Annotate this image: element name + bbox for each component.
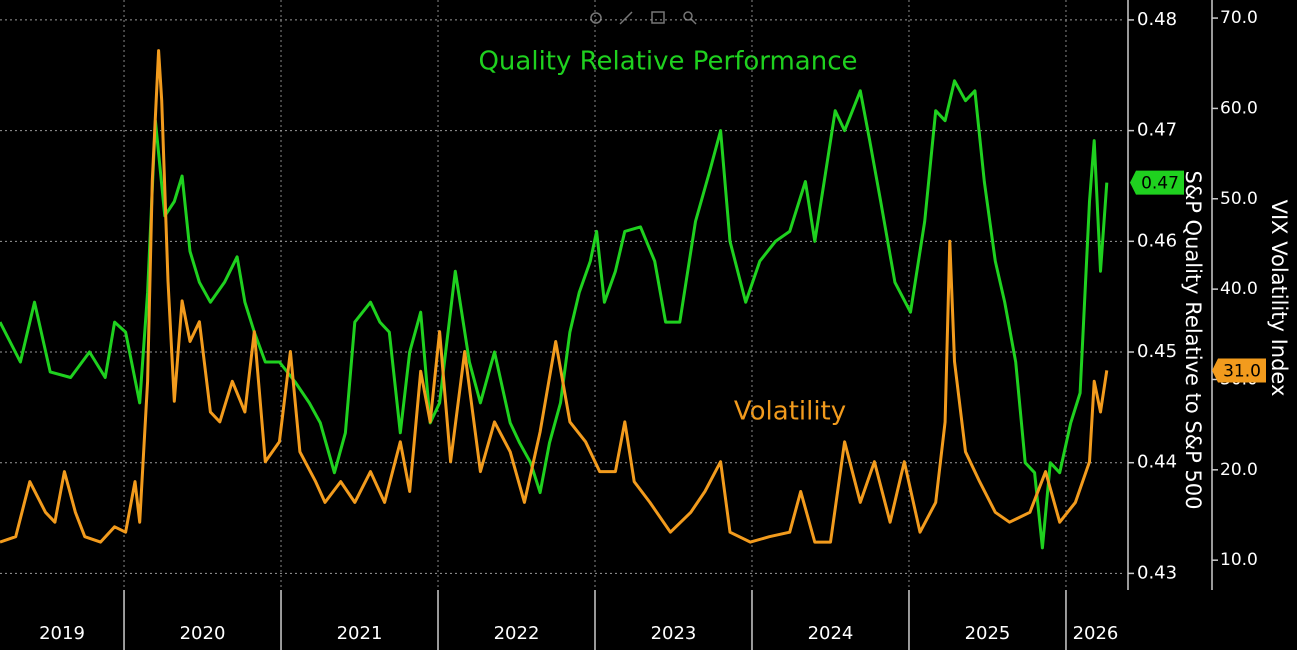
y2-tick-label: 20.0 [1220, 460, 1258, 480]
y-tick-label: 0.44 [1137, 452, 1177, 473]
x-tick-label: 2021 [337, 623, 383, 644]
y-axis-label: S&P Quality Relative to S&P 500 [1181, 170, 1205, 509]
badge-shape [1130, 170, 1184, 195]
y2-axis-label: VIX Volatility Index [1267, 200, 1291, 397]
x-tick-label: 2020 [180, 623, 226, 644]
x-tick-label: 2022 [494, 623, 540, 644]
y2-tick-label: 40.0 [1220, 279, 1258, 299]
y-tick-label: 0.46 [1137, 230, 1177, 251]
y-tick-label: 0.48 [1137, 9, 1177, 30]
badge-label: 0.47 [1141, 174, 1179, 194]
y2-tick-label: 50.0 [1220, 189, 1258, 209]
annotation: Volatility [734, 397, 846, 427]
x-tick-label: 2023 [651, 623, 697, 644]
y-tick-label: 0.43 [1137, 562, 1177, 583]
last-value-badge: 0.47 [1130, 170, 1184, 195]
y-tick-label: 0.47 [1137, 120, 1177, 141]
badge-shape [1212, 358, 1266, 383]
series-line [0, 79, 1109, 550]
y2-tick-label: 10.0 [1220, 550, 1258, 570]
y2-tick-label: 70.0 [1220, 8, 1258, 28]
badge-label: 31.0 [1223, 361, 1261, 381]
y-tick-label: 0.45 [1137, 341, 1177, 362]
annotation: Quality Relative Performance [478, 47, 857, 77]
series-line [0, 49, 1109, 544]
y2-tick-label: 60.0 [1220, 98, 1258, 118]
x-tick-label: 2026 [1073, 623, 1119, 644]
x-tick-label: 2025 [965, 623, 1011, 644]
x-tick-label: 2024 [808, 623, 854, 644]
x-tick-label: 2019 [39, 623, 85, 644]
last-value-badge: 31.0 [1212, 358, 1266, 383]
